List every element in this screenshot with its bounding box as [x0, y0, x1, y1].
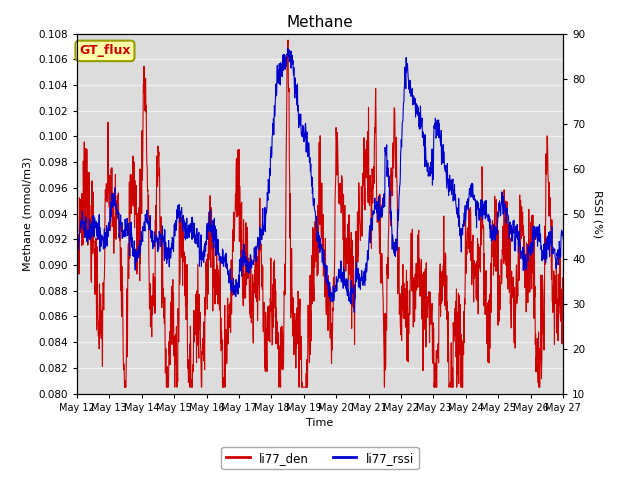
Y-axis label: Methane (mmol/m3): Methane (mmol/m3) — [22, 156, 33, 271]
X-axis label: Time: Time — [307, 418, 333, 428]
Y-axis label: RSSI (%): RSSI (%) — [592, 190, 602, 238]
Text: GT_flux: GT_flux — [79, 44, 131, 58]
Title: Methane: Methane — [287, 15, 353, 30]
Legend: li77_den, li77_rssi: li77_den, li77_rssi — [221, 447, 419, 469]
